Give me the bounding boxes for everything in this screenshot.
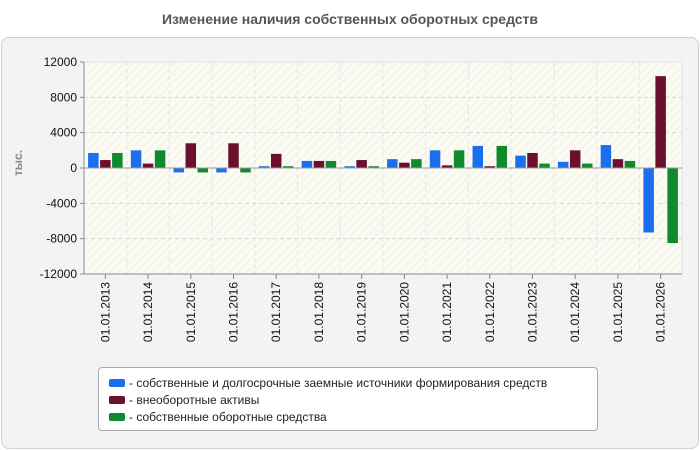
legend-swatch xyxy=(109,412,125,421)
bar xyxy=(655,76,666,168)
legend-label: - собственные и долгосрочные заемные ист… xyxy=(129,375,548,390)
bar xyxy=(557,161,569,168)
bar xyxy=(411,159,422,168)
y-tick-label: 4000 xyxy=(50,126,77,140)
chart-title: Изменение наличия собственных оборотных … xyxy=(161,11,539,27)
bar xyxy=(185,143,197,168)
bar xyxy=(399,162,410,168)
bar xyxy=(600,145,612,168)
legend-swatch xyxy=(109,395,125,404)
bar xyxy=(496,145,508,168)
x-tick-label: 01.01.2021 xyxy=(440,282,454,342)
bar xyxy=(270,153,282,168)
bar xyxy=(258,166,270,168)
legend-item: - собственные и долгосрочные заемные ист… xyxy=(109,374,597,391)
legend-item: - внеоборотные активы xyxy=(109,391,597,408)
x-tick-label: 01.01.2016 xyxy=(227,282,241,342)
bar xyxy=(539,163,550,168)
bar xyxy=(216,168,227,173)
x-tick-label: 01.01.2019 xyxy=(355,282,369,342)
x-tick-label: 01.01.2026 xyxy=(654,282,668,342)
bar xyxy=(344,166,355,168)
x-tick-label: 01.01.2013 xyxy=(98,282,112,342)
bar xyxy=(429,150,441,168)
bar xyxy=(154,150,166,168)
y-tick-label: 0 xyxy=(70,161,77,175)
bar xyxy=(624,160,636,168)
bar xyxy=(527,152,538,168)
bar xyxy=(130,150,142,168)
legend-swatch xyxy=(109,378,125,387)
x-tick-label: 01.01.2024 xyxy=(568,282,582,342)
bar xyxy=(100,160,111,168)
bar xyxy=(441,165,453,168)
bar xyxy=(356,160,367,168)
bar xyxy=(142,163,154,168)
bar xyxy=(228,143,239,168)
x-tick-label: 01.01.2015 xyxy=(184,282,198,342)
x-tick-label: 01.01.2017 xyxy=(269,282,283,342)
bar xyxy=(515,155,526,168)
legend-label: - собственные оборотные средства xyxy=(129,409,327,424)
bar xyxy=(88,152,99,168)
x-tick-label: 01.01.2014 xyxy=(141,282,155,342)
bar xyxy=(325,160,337,168)
x-tick-label: 01.01.2025 xyxy=(611,282,625,342)
y-axis-label: тыс. xyxy=(11,150,25,176)
bar xyxy=(453,150,465,168)
bar xyxy=(282,166,294,168)
legend: - собственные и долгосрочные заемные ист… xyxy=(98,367,598,431)
bar xyxy=(197,168,209,173)
bar xyxy=(484,166,496,168)
bar xyxy=(240,168,251,173)
y-tick-label: -8000 xyxy=(46,232,77,246)
bar xyxy=(569,150,581,168)
bar xyxy=(368,166,379,168)
legend-item: - собственные оборотные средства xyxy=(109,408,597,425)
bar xyxy=(643,168,654,233)
x-tick-label: 01.01.2023 xyxy=(526,282,540,342)
y-tick-label: 8000 xyxy=(50,90,77,104)
bar xyxy=(313,160,325,168)
bar xyxy=(667,168,678,244)
bar xyxy=(472,145,484,168)
x-tick-label: 01.01.2020 xyxy=(397,282,411,342)
bar xyxy=(173,168,185,173)
x-tick-label: 01.01.2018 xyxy=(312,282,326,342)
y-tick-label: -12000 xyxy=(40,267,78,281)
legend-label: - внеоборотные активы xyxy=(129,392,260,407)
bar xyxy=(112,152,123,168)
bar xyxy=(612,159,624,168)
x-tick-label: 01.01.2022 xyxy=(483,282,497,342)
bar xyxy=(301,160,313,168)
y-tick-label: -4000 xyxy=(46,196,77,210)
bar xyxy=(387,159,398,168)
y-tick-label: 12000 xyxy=(44,55,78,69)
bar xyxy=(581,163,593,168)
